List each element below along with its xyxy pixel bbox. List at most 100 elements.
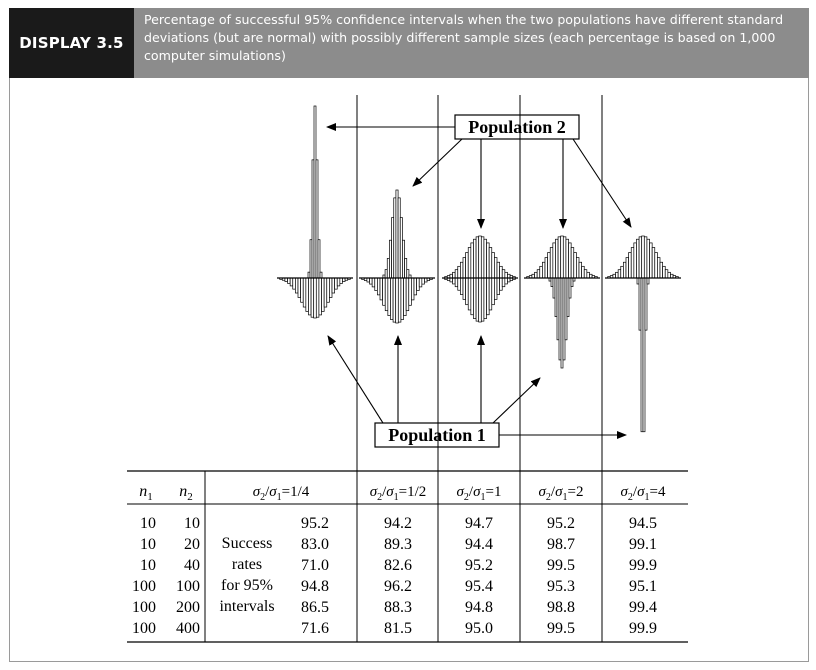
histogram-bar: [568, 242, 572, 279]
cell-n1: 100: [132, 620, 156, 637]
histogram-bar: [397, 277, 402, 323]
histogram-bar: [305, 277, 309, 312]
cell-rate: 83.0: [301, 536, 329, 553]
histogram-bar: [536, 269, 541, 279]
cell-rate: 95.4: [465, 578, 493, 595]
cell-rate: 99.1: [629, 536, 657, 553]
histogram-bar: [615, 271, 619, 279]
population2-box: Population 2: [454, 114, 580, 140]
histogram-bar: [549, 247, 554, 279]
histogram-bar: [491, 277, 495, 306]
histogram-bar: [395, 277, 399, 324]
distribution-histograms: [277, 105, 681, 433]
histogram-bar: [488, 247, 493, 279]
arrow: [327, 335, 384, 424]
histogram-bar: [392, 277, 397, 323]
histogram-bar: [473, 238, 477, 279]
population2-label: Population 2: [468, 117, 566, 137]
histogram-bar: [478, 277, 482, 323]
histogram-bar: [467, 277, 472, 311]
table-row: 10 10 95.2 94.2 94.7 95.2 94.5: [140, 515, 657, 532]
header-n1: n1: [139, 483, 153, 503]
distribution-4: [524, 235, 600, 369]
cell-rate: 99.9: [629, 557, 657, 574]
success-rate-table: n1 n2 σ2/σ1=1/4 σ2/σ1=1/2 σ2/σ1=1 σ2/σ1=2 σ2…: [132, 483, 666, 637]
histogram-bar: [457, 265, 461, 279]
histogram-bar: [315, 277, 320, 318]
histogram-bar: [623, 261, 627, 279]
histogram-bar: [329, 277, 333, 298]
histogram-bar: [565, 238, 569, 279]
histogram-bar: [501, 277, 506, 288]
cell-n2: 100: [176, 578, 200, 595]
histogram-bar: [418, 277, 423, 288]
histogram-bar: [643, 236, 648, 279]
ratio-header-2: σ2/σ1=1/2: [370, 484, 427, 503]
cell-rate: 94.5: [629, 515, 657, 532]
cell-n1: 10: [140, 515, 156, 532]
histogram-bar: [465, 277, 469, 306]
histogram-bar: [646, 277, 650, 285]
cell-rate: 95.0: [465, 620, 493, 637]
table-row: 10 40 71.0 82.6 95.2 99.5 99.9: [140, 557, 657, 574]
histogram-bar: [664, 269, 669, 279]
cell-rate: 98.8: [547, 599, 575, 616]
cell-rate: 99.4: [629, 599, 657, 616]
histogram-bar: [560, 235, 564, 279]
arrow: [492, 377, 541, 424]
table-row: 100 100 94.8 96.2 95.4 95.3 95.1: [132, 578, 657, 595]
cell-n2: 10: [184, 515, 200, 532]
histogram-bar: [379, 277, 383, 301]
histogram-bar: [662, 265, 666, 279]
cell-rate: 71.0: [301, 557, 329, 574]
histogram-bar: [411, 277, 415, 301]
distribution-5: [605, 235, 681, 433]
histogram-bar: [297, 277, 301, 298]
histogram-bar: [496, 277, 500, 295]
histogram-bar: [562, 236, 567, 279]
cell-rate: 94.8: [465, 599, 493, 616]
histogram-bar: [408, 277, 412, 306]
distribution-1: [277, 105, 353, 319]
histogram-bar: [374, 277, 378, 291]
row-note-line-3: for 95%: [221, 577, 273, 594]
histogram-bar: [310, 277, 315, 318]
histogram-bar: [542, 261, 546, 279]
cell-rate: 95.1: [629, 578, 657, 595]
histogram-bar: [336, 277, 341, 287]
histogram-bar: [390, 277, 394, 320]
histogram-bar: [620, 265, 624, 279]
histogram-bar: [504, 271, 508, 279]
histogram-bar: [308, 277, 312, 316]
histogram-bar: [371, 277, 376, 288]
cell-rate: 89.3: [384, 536, 412, 553]
histogram-bar: [454, 277, 459, 288]
histogram-bar: [467, 247, 472, 279]
histogram-bar: [318, 277, 322, 316]
histogram-bar: [483, 277, 487, 319]
histogram-bar: [321, 277, 325, 312]
cell-rate: 94.2: [384, 515, 412, 532]
histogram-bar: [457, 277, 461, 291]
cell-n1: 100: [132, 578, 156, 595]
histogram-bar: [319, 271, 323, 279]
histogram-bar: [628, 252, 632, 279]
ratio-header-1: σ2/σ1=1/4: [253, 484, 310, 503]
cell-rate: 94.7: [465, 515, 493, 532]
histogram-bar: [405, 277, 410, 312]
histogram-bar: [486, 242, 490, 279]
cell-n1: 100: [132, 599, 156, 616]
histogram-bar: [384, 277, 389, 312]
cell-rate: 99.5: [547, 620, 575, 637]
cell-rate: 81.5: [384, 620, 412, 637]
histogram-bar: [292, 277, 296, 290]
histogram-bar: [302, 277, 307, 308]
histogram-bar: [504, 277, 508, 285]
histogram-bar: [534, 271, 538, 279]
histogram-bar: [475, 277, 480, 322]
histogram-bar: [478, 235, 482, 279]
histogram-bar: [387, 277, 391, 316]
histogram-bar: [555, 238, 559, 279]
cell-rate: 98.7: [547, 536, 575, 553]
